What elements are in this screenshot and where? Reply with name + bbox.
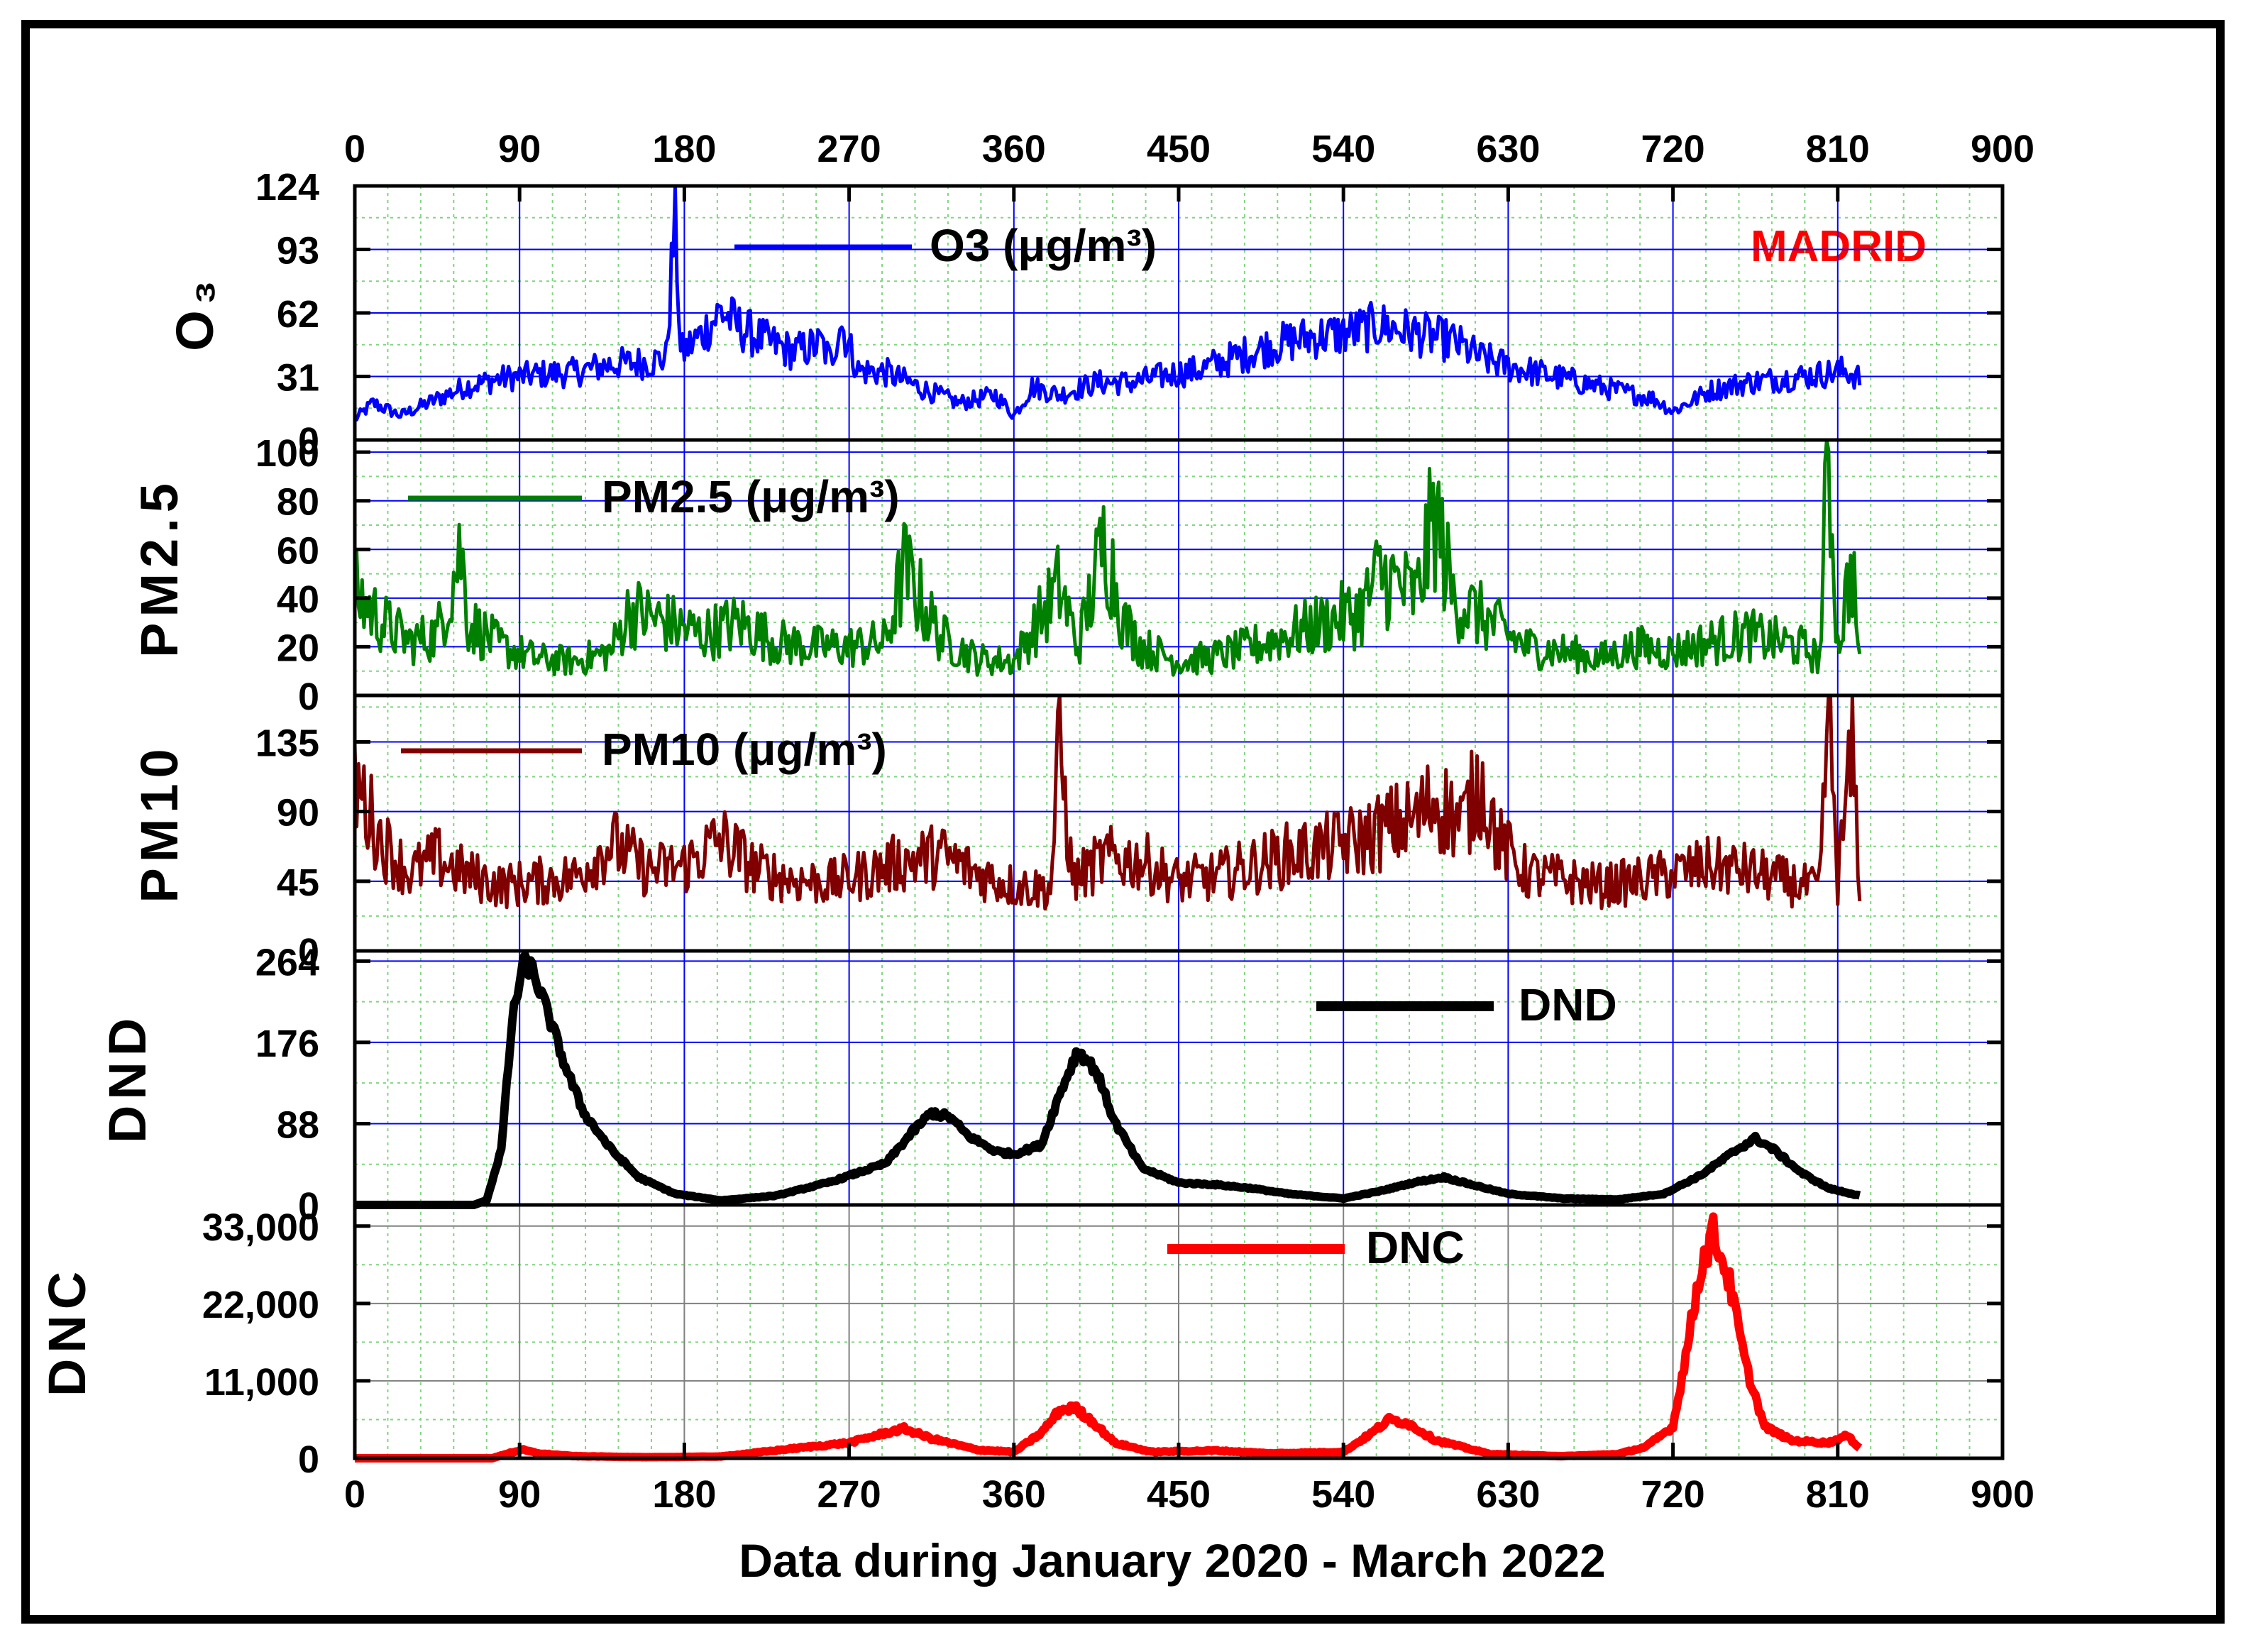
x-tick-label-bottom: 540 [1311, 1473, 1375, 1516]
x-tick-label-top: 270 [817, 128, 881, 170]
y-tick-label: 0 [298, 420, 319, 463]
y-axis-label: DNC [38, 1266, 97, 1397]
x-tick-label-top: 360 [982, 128, 1046, 170]
y-tick-label: 0 [298, 931, 319, 974]
y-tick-label: 60 [277, 529, 319, 572]
x-tick-label-top: 180 [652, 128, 716, 170]
y-tick-label: 33,000 [202, 1206, 319, 1249]
y-tick-label: 11,000 [204, 1361, 319, 1404]
y-tick-label: 80 [277, 481, 319, 524]
y-tick-label: 0 [298, 1185, 319, 1228]
x-tick-label-top: 540 [1311, 128, 1375, 170]
y-tick-label: 22,000 [202, 1284, 319, 1326]
series-line-4 [352, 1212, 1863, 1463]
y-tick-label: 93 [277, 230, 319, 272]
y-tick-label: 0 [298, 676, 319, 718]
x-tick-label-top: 720 [1641, 128, 1705, 170]
y-tick-label: 264 [255, 941, 319, 984]
y-axis-label: PM2.5 [130, 478, 189, 658]
x-tick-label-bottom: 360 [982, 1473, 1046, 1516]
x-axis-label: Data during January 2020 - March 2022 [739, 1534, 1606, 1587]
city-label: MADRID [1751, 222, 1927, 271]
series-line-3 [352, 950, 1863, 1209]
x-tick-label-top: 450 [1147, 128, 1211, 170]
y-tick-label: 124 [255, 166, 319, 209]
y-tick-label: 0 [298, 1438, 319, 1481]
y-tick-label: 135 [255, 722, 319, 764]
x-tick-label-bottom: 720 [1641, 1473, 1705, 1516]
legend-label: PM2.5 (μg/m³) [602, 471, 900, 522]
x-tick-label-top: 90 [498, 128, 541, 170]
y-tick-label: 31 [277, 357, 319, 400]
x-tick-label-top: 810 [1806, 128, 1870, 170]
series-line-2 [353, 693, 1862, 911]
x-tick-label-bottom: 90 [498, 1473, 541, 1516]
x-tick-label-bottom: 180 [652, 1473, 716, 1516]
y-axis-label: DND [98, 1013, 157, 1143]
y-tick-label: 62 [277, 293, 319, 336]
legend-label: PM10 (μg/m³) [602, 724, 887, 775]
x-tick-label-bottom: 900 [1971, 1473, 2034, 1516]
grid-layer [355, 185, 2003, 1458]
y-axis-label: O₃ [165, 275, 224, 351]
legend-label: O3 (μg/m³) [930, 220, 1157, 271]
y-tick-label: 100 [255, 432, 319, 475]
series-line-0 [353, 184, 1862, 422]
x-tick-label-top: 630 [1476, 128, 1540, 170]
legend-label: DNC [1366, 1222, 1465, 1273]
labels-layer: 0 31 62 93 124 O₃ O3 (μg/m³) 0 20 40 60 80 100 PM2.5 P… [38, 128, 2034, 1516]
y-tick-label: 40 [277, 578, 319, 621]
x-tick-label-bottom: 810 [1806, 1473, 1870, 1516]
x-tick-label-top: 0 [344, 128, 365, 170]
legend-label: DND [1519, 979, 1617, 1030]
y-tick-label: 20 [277, 627, 319, 669]
y-axis-label: PM10 [130, 743, 189, 903]
x-tick-label-bottom: 270 [817, 1473, 881, 1516]
x-tick-label-bottom: 0 [344, 1473, 365, 1516]
y-tick-label: 88 [277, 1103, 319, 1146]
series-line-1 [353, 438, 1862, 677]
x-tick-label-bottom: 630 [1476, 1473, 1540, 1516]
x-tick-label-bottom: 450 [1147, 1473, 1211, 1516]
axes-layer [353, 184, 2005, 1460]
y-tick-label: 90 [277, 792, 319, 835]
y-tick-label: 45 [277, 861, 319, 904]
x-tick-label-top: 900 [1971, 128, 2034, 170]
y-tick-label: 176 [255, 1023, 319, 1065]
